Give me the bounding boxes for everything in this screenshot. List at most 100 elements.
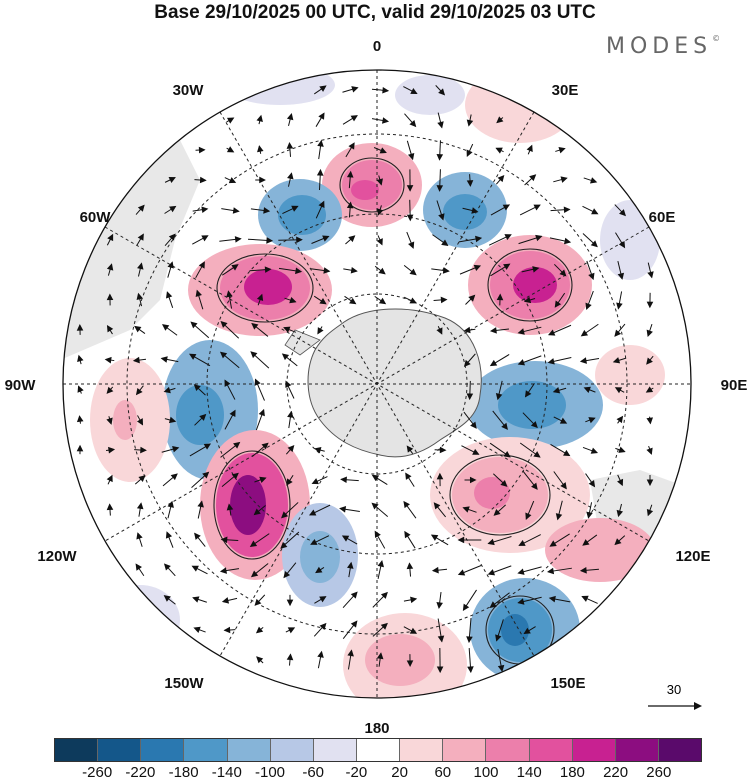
wind-arrow-head [646, 301, 654, 309]
wind-arrow-head [614, 538, 622, 546]
reference-vector-value: 30 [667, 682, 681, 697]
colorbar-tick-label: 260 [646, 764, 672, 781]
wind-arrow-head [349, 297, 357, 305]
wind-arrow-head [406, 660, 414, 668]
wind-arrow-head [590, 240, 598, 248]
wind-arrow-head [374, 530, 381, 538]
wind-arrow-head [466, 180, 474, 187]
wind-arrow-head [405, 472, 412, 480]
wind-arrow-head [172, 446, 180, 453]
wind-arrow-head [525, 512, 532, 520]
wind-arrow-head [199, 413, 207, 421]
wind-arrow-head [226, 146, 235, 153]
wind-arrow-head [254, 598, 262, 606]
wind-arrow-head [559, 417, 568, 424]
wind-arrow-head [286, 653, 294, 661]
wind-arrow-head [346, 201, 354, 209]
wind-arrow-head [555, 513, 563, 521]
wind-arrow-head [517, 568, 525, 575]
wind-arrow-head [466, 636, 473, 644]
wind-arrow-head [135, 387, 143, 396]
wind-arrow-head [489, 359, 498, 367]
wind-arrow-head [529, 174, 537, 182]
wind-arrow-head [404, 530, 411, 539]
wind-arrow-head [489, 601, 497, 608]
wind-arrow-head [220, 536, 228, 544]
wind-arrow-head [163, 386, 171, 394]
colorbar-swatch [227, 739, 271, 761]
brand-text: MODES [606, 34, 713, 59]
wind-arrow-head [431, 566, 439, 574]
wind-arrow-head [439, 446, 447, 454]
wind-arrow-head [223, 626, 231, 634]
wind-arrow-head [585, 302, 592, 311]
wind-arrow-head [409, 627, 418, 634]
wind-arrow-head [616, 509, 624, 518]
wind-arrow-head [554, 300, 562, 308]
wind-arrow-head [281, 511, 289, 519]
wind-arrow-head [259, 176, 266, 184]
wind-arrow-head [191, 565, 199, 572]
wind-arrow-head [517, 598, 525, 605]
wind-arrow-head [406, 214, 414, 222]
wind-arrow-head [406, 185, 414, 192]
lon-label-150e: 150E [550, 675, 585, 692]
wind-arrow-head [250, 570, 259, 578]
wind-arrow-head [524, 390, 532, 398]
wind-arrow-head [255, 626, 264, 634]
wind-arrow-head [517, 328, 525, 335]
wind-arrow-head [168, 233, 176, 241]
wind-arrow-head [376, 238, 383, 246]
wind-arrow-head [579, 357, 587, 364]
wind-arrow-head [233, 441, 241, 449]
wind-arrow-head [137, 262, 144, 270]
colorbar-tick-label: -60 [302, 764, 325, 781]
wind-arrow-head [228, 177, 237, 184]
modes-logo: MODES© [606, 34, 720, 59]
longitude-labels: 0 30E 60E 90E 120E 150E 180 150W 120W 90… [5, 38, 748, 737]
wind-arrow-head [318, 112, 325, 120]
wind-arrow-head [517, 359, 526, 366]
lon-label-120w: 120W [37, 548, 77, 565]
wind-arrow-head [547, 329, 556, 336]
wind-arrow-head [440, 296, 448, 304]
wind-arrow-head [106, 503, 114, 511]
wind-arrow-head [135, 563, 142, 571]
wind-arrow-head [160, 356, 168, 363]
wind-arrow-head [341, 535, 350, 542]
wind-arrow-head [226, 503, 234, 511]
colorbar-tick-label: 140 [516, 764, 542, 781]
wind-arrow-head [286, 113, 294, 121]
wind-arrow-head [532, 266, 540, 273]
wind-arrow-head [106, 293, 114, 301]
wind-arrow-head [406, 445, 414, 453]
colorbar-tick-label: -140 [211, 764, 242, 781]
wind-arrow-head [590, 447, 599, 454]
lon-label-90e: 90E [721, 377, 748, 394]
colorbar-swatch [400, 739, 444, 761]
wind-arrow-head [410, 596, 418, 604]
wind-arrow-head [408, 241, 415, 249]
wind-arrow-head [136, 418, 144, 426]
wind-arrow-head [497, 174, 505, 183]
wind-arrow-head [281, 353, 290, 361]
wind-arrow-head [530, 421, 538, 429]
wind-arrow-head [581, 595, 589, 602]
wind-arrow-head [382, 86, 390, 94]
wind-arrow-head [319, 622, 327, 631]
wind-arrow-head [202, 471, 210, 479]
wind-arrow-head [346, 170, 354, 178]
wind-arrow-head [500, 480, 508, 487]
wind-arrow-head [256, 656, 264, 664]
wind-arrow-head [503, 450, 511, 458]
wind-arrow-head [563, 237, 572, 245]
wind-arrow-head [296, 236, 303, 244]
wind-arrow-head [560, 482, 567, 490]
wind-arrow-head [77, 354, 84, 362]
wind-arrow-head [617, 272, 625, 280]
wind-arrow-head [470, 421, 477, 429]
wind-arrow-head [219, 567, 227, 574]
wind-arrow-head [229, 409, 236, 418]
wind-arrow-head [442, 267, 450, 274]
wind-arrow-head [285, 380, 292, 388]
